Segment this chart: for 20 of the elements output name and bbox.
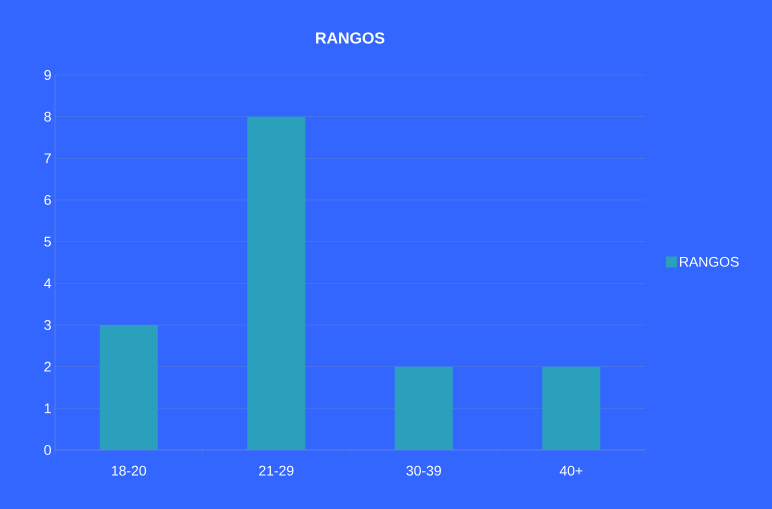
y-tick-label: 3 xyxy=(44,320,51,330)
y-tick-label: 5 xyxy=(44,236,51,247)
y-tick-label: 6 xyxy=(44,195,51,205)
legend-label: RANGOS xyxy=(680,256,739,267)
bar xyxy=(394,366,453,450)
y-tick-label: 9 xyxy=(44,70,51,80)
bar xyxy=(542,366,600,450)
y-tick-label: 4 xyxy=(44,278,52,288)
x-tick-label: 18-20 xyxy=(112,466,146,476)
y-tick-label: 2 xyxy=(44,362,51,372)
bar xyxy=(247,116,306,450)
y-tick-label: 1 xyxy=(44,404,51,414)
x-tick-label: 40+ xyxy=(560,466,582,476)
chart-title: RANGOS xyxy=(316,32,384,44)
x-tick-label: 30-39 xyxy=(406,466,441,476)
x-tick-label: 21-29 xyxy=(259,466,294,476)
y-tick-label: 8 xyxy=(44,112,51,122)
y-tick-label: 7 xyxy=(44,154,51,164)
bar xyxy=(100,324,158,450)
y-tick-label: 0 xyxy=(44,445,51,455)
